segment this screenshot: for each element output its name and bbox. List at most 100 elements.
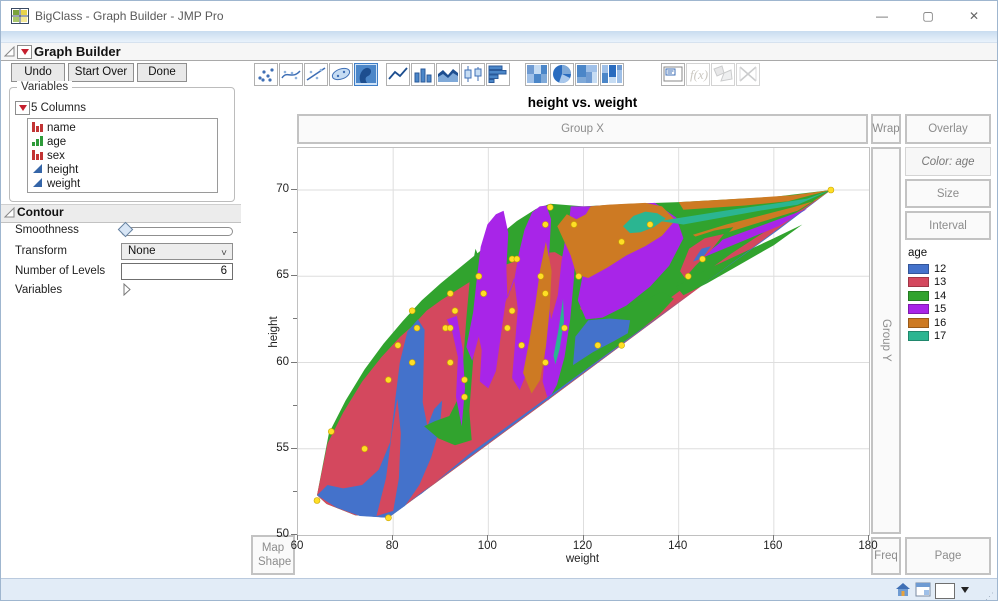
undo-button[interactable]: Undo [11,63,65,82]
variables-panel [9,87,235,202]
ellipse-element-button[interactable] [329,63,353,86]
box-plot-element-button[interactable] [461,63,485,86]
data-point[interactable] [447,324,454,332]
line-element-button[interactable] [386,63,410,86]
area-element-button[interactable] [436,63,460,86]
minimize-button[interactable]: — [876,9,888,23]
number-of-levels-input[interactable]: 6 [121,263,233,280]
smoothness-slider[interactable] [121,227,233,236]
data-point[interactable] [827,186,835,194]
data-point[interactable] [408,307,416,315]
caption-box-element-button[interactable] [661,63,685,86]
data-point[interactable] [618,238,625,246]
column-item-name[interactable]: name [32,121,217,135]
data-point[interactable] [504,324,511,332]
color-dropzone[interactable]: Color: age [905,147,991,176]
color-swatch-button[interactable] [935,583,955,599]
freq-dropzone[interactable]: Freq [871,537,901,575]
close-button[interactable]: ✕ [968,9,980,23]
resize-grip[interactable]: ⋰ [985,591,995,601]
data-point[interactable] [618,342,625,349]
legend-entry-15[interactable]: 15 [908,303,946,317]
page-dropzone[interactable]: Page [905,537,991,575]
data-point[interactable] [394,342,402,349]
data-point[interactable] [570,221,578,228]
overlay-dropzone[interactable]: Overlay [905,114,991,144]
data-point[interactable] [413,324,421,332]
line-of-fit-element-button[interactable] [304,63,328,86]
contour-collapse-icon[interactable] [4,207,15,218]
group-y-dropzone[interactable]: Group Y [871,147,901,534]
legend-entry-14[interactable]: 14 [908,289,946,303]
points-element-button[interactable] [254,63,278,86]
map-shapes-element-button[interactable] [711,63,735,86]
size-dropzone[interactable]: Size [905,179,991,208]
data-point[interactable] [684,273,692,280]
home-icon[interactable] [895,582,911,597]
red-triangle-menu[interactable] [17,45,32,59]
data-point[interactable] [646,221,654,228]
data-point[interactable] [313,497,321,504]
mosaic-element-button[interactable] [600,63,624,86]
legend-entry-12[interactable]: 12 [908,262,946,276]
data-point[interactable] [561,324,568,332]
dropdown-arrow-icon[interactable] [961,587,969,593]
data-point[interactable] [575,273,583,280]
done-button[interactable]: Done [137,63,187,82]
disclosure-triangle-icon[interactable] [122,283,132,296]
data-point[interactable] [513,255,521,263]
contour-element-button[interactable] [354,63,378,86]
column-item-age[interactable]: age [32,135,217,149]
data-point[interactable] [447,290,454,297]
contour-region-age-12 [573,318,631,366]
formula-element-button[interactable]: f(x) [686,63,710,86]
data-point[interactable] [327,428,335,435]
data-point[interactable] [542,221,549,228]
data-point[interactable] [451,307,459,315]
histogram-element-button[interactable] [486,63,510,86]
wrap-dropzone[interactable]: Wrap [871,114,901,144]
y-tick [291,275,297,277]
data-point[interactable] [461,376,468,384]
transform-select[interactable]: None ˅ [121,243,233,260]
data-point[interactable] [546,203,554,211]
group-x-dropzone[interactable]: Group X [297,114,868,144]
maximize-button[interactable]: ▢ [922,9,934,23]
data-point[interactable] [447,359,454,366]
data-point[interactable] [508,307,516,315]
column-item-sex[interactable]: sex [32,149,217,163]
data-point[interactable] [537,273,544,280]
column-item-height[interactable]: height [32,163,217,177]
columns-list[interactable]: name age sex height weight [27,118,218,193]
data-point[interactable] [542,290,549,297]
data-point[interactable] [699,255,706,263]
bar-element-button[interactable] [411,63,435,86]
pie-element-button[interactable] [550,63,574,86]
heatmap-element-button[interactable] [525,63,549,86]
column-item-weight[interactable]: weight [32,177,217,191]
data-point[interactable] [475,273,483,280]
data-point[interactable] [385,514,392,522]
plot-area[interactable] [297,147,870,536]
interval-dropzone[interactable]: Interval [905,211,991,240]
data-point[interactable] [385,376,392,384]
data-point[interactable] [518,342,525,349]
parallel-element-button[interactable] [736,63,760,86]
data-point[interactable] [542,359,549,366]
data-point[interactable] [461,393,468,401]
start-over-button[interactable]: Start Over [68,63,134,82]
data-point[interactable] [361,445,368,453]
legend-entry-17[interactable]: 17 [908,330,946,344]
legend-entry-13[interactable]: 13 [908,276,946,290]
data-point[interactable] [408,359,416,366]
data-point[interactable] [480,290,487,297]
columns-red-triangle-menu[interactable] [15,101,30,115]
map-shape-dropzone[interactable]: Map Shape [251,535,295,575]
smoother-element-button[interactable] [279,63,303,86]
outline-collapse-icon[interactable] [4,46,15,57]
data-point[interactable] [594,342,602,349]
transform-value: None [128,245,156,257]
treemap-element-button[interactable] [575,63,599,86]
window-icon[interactable] [915,582,931,597]
legend-entry-16[interactable]: 16 [908,316,946,330]
